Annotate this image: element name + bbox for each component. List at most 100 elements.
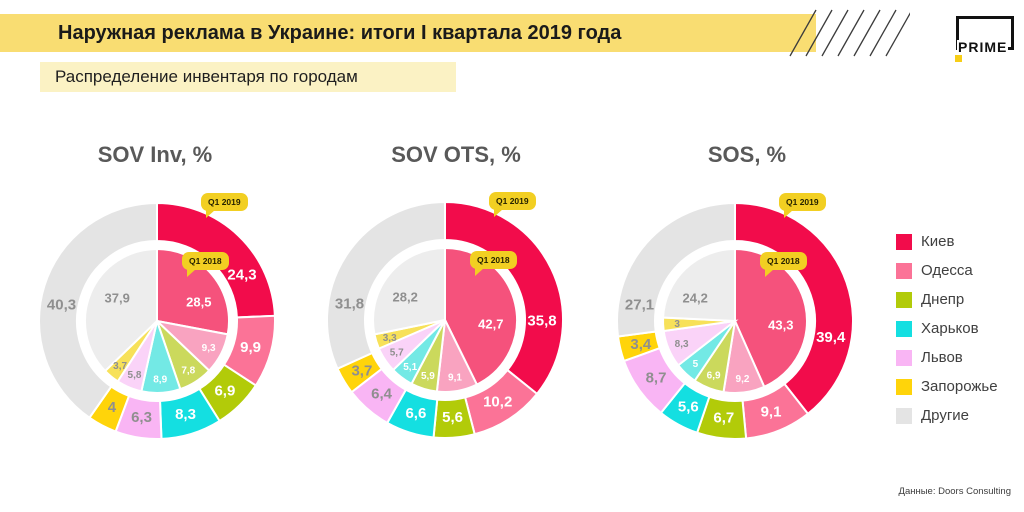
label-outer-Харьков: 8,3 bbox=[175, 406, 196, 423]
donut-chart-sos: 39,4 9,1 6,7 5,6 8,7 3,4 27,1 43,3 9,2 6,9 5 8,3 3 24… bbox=[605, 191, 865, 451]
label-inner-Днепр: 6,9 bbox=[707, 370, 721, 381]
legend-swatch-lvov bbox=[896, 349, 912, 366]
label-inner-Одесса: 9,1 bbox=[448, 373, 462, 384]
donut-chart-sov-ots: 35,8 10,2 5,6 6,6 6,4 3,7 31,8 42,7 9,1 5,9 5,1 5,7… bbox=[315, 190, 575, 450]
label-outer-Днепр: 6,9 bbox=[214, 382, 235, 399]
label-outer-Львов: 8,7 bbox=[646, 370, 667, 387]
prime-logo: PRIME bbox=[955, 16, 1014, 62]
callout-q1-2018-label: Q1 2018 bbox=[477, 255, 510, 265]
label-inner-Одесса: 9,2 bbox=[736, 374, 750, 385]
subtitle-bar: Распределение инвентаря по городам bbox=[40, 62, 456, 92]
slice-inner-Киев bbox=[444, 246, 518, 386]
donut-svg-sos: 39,4 9,1 6,7 5,6 8,7 3,4 27,1 43,3 9,2 6,9 5 8,3 3 24… bbox=[616, 201, 854, 440]
legend-item-dnepr: Днепр bbox=[896, 285, 998, 314]
label-inner-Киев: 43,3 bbox=[768, 318, 793, 333]
legend-swatch-odessa bbox=[896, 262, 912, 279]
legend-label: Другие bbox=[921, 407, 970, 424]
slice-inner-Другие bbox=[662, 247, 736, 323]
data-source: Данные: Doors Consulting bbox=[898, 486, 1011, 497]
callout-q1-2019: Q1 2019 bbox=[779, 193, 826, 218]
label-inner-Львов: 8,3 bbox=[675, 339, 689, 350]
label-inner-Другие: 24,2 bbox=[683, 291, 708, 306]
label-inner-Киев: 42,7 bbox=[478, 317, 503, 332]
callout-q1-2018: Q1 2018 bbox=[182, 252, 229, 277]
label-inner-Другие: 37,9 bbox=[105, 291, 130, 306]
legend-label: Киев bbox=[921, 233, 955, 250]
label-inner-Запорожье: 3,7 bbox=[113, 361, 127, 372]
page-title: Наружная реклама в Украине: итоги I квар… bbox=[58, 22, 622, 44]
label-inner-Львов: 5,7 bbox=[390, 348, 404, 359]
legend-item-drugie: Другие bbox=[896, 401, 998, 430]
label-outer-Киев: 39,4 bbox=[816, 329, 846, 346]
legend-item-zaporozhye: Запорожье bbox=[896, 372, 998, 401]
label-inner-Днепр: 5,9 bbox=[421, 371, 435, 382]
label-outer-Другие: 27,1 bbox=[625, 296, 654, 313]
label-outer-Запорожье: 3,7 bbox=[351, 362, 372, 379]
slice-inner-Киев bbox=[734, 247, 808, 389]
legend-swatch-kharkov bbox=[896, 320, 912, 337]
donut-svg-sov-ots: 35,8 10,2 5,6 6,6 6,4 3,7 31,8 42,7 9,1 5,9 5,1 5,7… bbox=[326, 200, 564, 439]
label-inner-Харьков: 5,1 bbox=[403, 362, 417, 373]
callout-q1-2018-label: Q1 2018 bbox=[189, 256, 222, 266]
callout-q1-2018: Q1 2018 bbox=[760, 252, 807, 277]
label-outer-Днепр: 6,7 bbox=[713, 410, 734, 427]
label-outer-Одесса: 9,9 bbox=[240, 339, 261, 356]
slice-outer-Другие bbox=[38, 201, 158, 420]
subtitle-text: Распределение инвентаря по городам bbox=[55, 67, 358, 86]
callout-q1-2019: Q1 2019 bbox=[201, 193, 248, 218]
legend-label: Запорожье bbox=[921, 378, 998, 395]
callout-q1-2019-label: Q1 2019 bbox=[496, 196, 529, 206]
label-outer-Запорожье: 3,4 bbox=[630, 336, 652, 353]
prime-logo-yellow-square bbox=[955, 55, 962, 62]
label-inner-Другие: 28,2 bbox=[393, 290, 418, 305]
label-outer-Одесса: 10,2 bbox=[483, 394, 512, 411]
chart-title-sov-inv: SOV Inv, % bbox=[97, 142, 213, 167]
donut-svg-sov-inv: 24,3 9,9 6,9 8,3 6,3 4 40,3 28,5 9,3 7,8 8,9 5,83,7… bbox=[38, 201, 276, 440]
legend-label: Львов bbox=[921, 349, 963, 366]
slice-outer-Другие bbox=[326, 200, 446, 371]
label-inner-Запорожье: 3,3 bbox=[383, 333, 397, 344]
legend-item-kiev: Киев bbox=[896, 227, 998, 256]
label-inner-Днепр: 7,8 bbox=[181, 365, 195, 376]
hatch-decoration bbox=[789, 9, 910, 57]
header-bar: Наружная реклама в Украине: итоги I квар… bbox=[0, 14, 816, 52]
label-outer-Запорожье: 4 bbox=[108, 399, 117, 416]
label-inner-Львов: 5,8 bbox=[128, 370, 142, 381]
legend-item-lvov: Львов bbox=[896, 343, 998, 372]
legend-swatch-zaporozhye bbox=[896, 378, 912, 395]
label-outer-Киев: 35,8 bbox=[527, 312, 556, 329]
slice-inner-Киев bbox=[156, 247, 230, 336]
chart-title-sos: SOS, % bbox=[707, 142, 787, 167]
label-outer-Другие: 31,8 bbox=[335, 295, 364, 312]
legend-swatch-dnepr bbox=[896, 291, 912, 308]
label-outer-Днепр: 5,6 bbox=[442, 409, 463, 426]
label-outer-Харьков: 5,6 bbox=[678, 398, 699, 415]
legend-swatch-kiev bbox=[896, 233, 912, 250]
legend-item-odessa: Одесса bbox=[896, 256, 998, 285]
slice-inner-Другие bbox=[84, 247, 158, 373]
label-inner-Харьков: 8,9 bbox=[153, 374, 167, 385]
legend-label: Днепр bbox=[921, 291, 965, 308]
label-inner-Харьков: 5 bbox=[693, 359, 699, 370]
legend: Киев Одесса Днепр Харьков Львов Запорожь… bbox=[896, 227, 998, 430]
label-outer-Киев: 24,3 bbox=[227, 267, 256, 284]
label-outer-Харьков: 6,6 bbox=[405, 405, 426, 422]
slice-outer-Другие bbox=[616, 201, 736, 338]
label-inner-Одесса: 9,3 bbox=[202, 343, 216, 354]
legend-label: Одесса bbox=[921, 262, 973, 279]
label-inner-Киев: 28,5 bbox=[186, 294, 211, 309]
callout-q1-2019: Q1 2019 bbox=[489, 192, 536, 217]
callout-q1-2018: Q1 2018 bbox=[470, 251, 517, 276]
label-outer-Одесса: 9,1 bbox=[761, 403, 782, 420]
prime-logo-text: PRIME bbox=[957, 39, 1009, 55]
label-outer-Львов: 6,3 bbox=[131, 409, 152, 426]
label-outer-Львов: 6,4 bbox=[371, 386, 393, 403]
callout-q1-2019-label: Q1 2019 bbox=[208, 197, 241, 207]
label-outer-Другие: 40,3 bbox=[47, 296, 76, 313]
donut-chart-sov-inv: 24,3 9,9 6,9 8,3 6,3 4 40,3 28,5 9,3 7,8 8,9 5,8 3,7… bbox=[27, 191, 287, 451]
chart-title-sov-ots: SOV OTS, % bbox=[391, 142, 521, 167]
legend-label: Харьков bbox=[921, 320, 979, 337]
legend-item-kharkov: Харьков bbox=[896, 314, 998, 343]
slice-inner-Другие bbox=[372, 246, 446, 336]
